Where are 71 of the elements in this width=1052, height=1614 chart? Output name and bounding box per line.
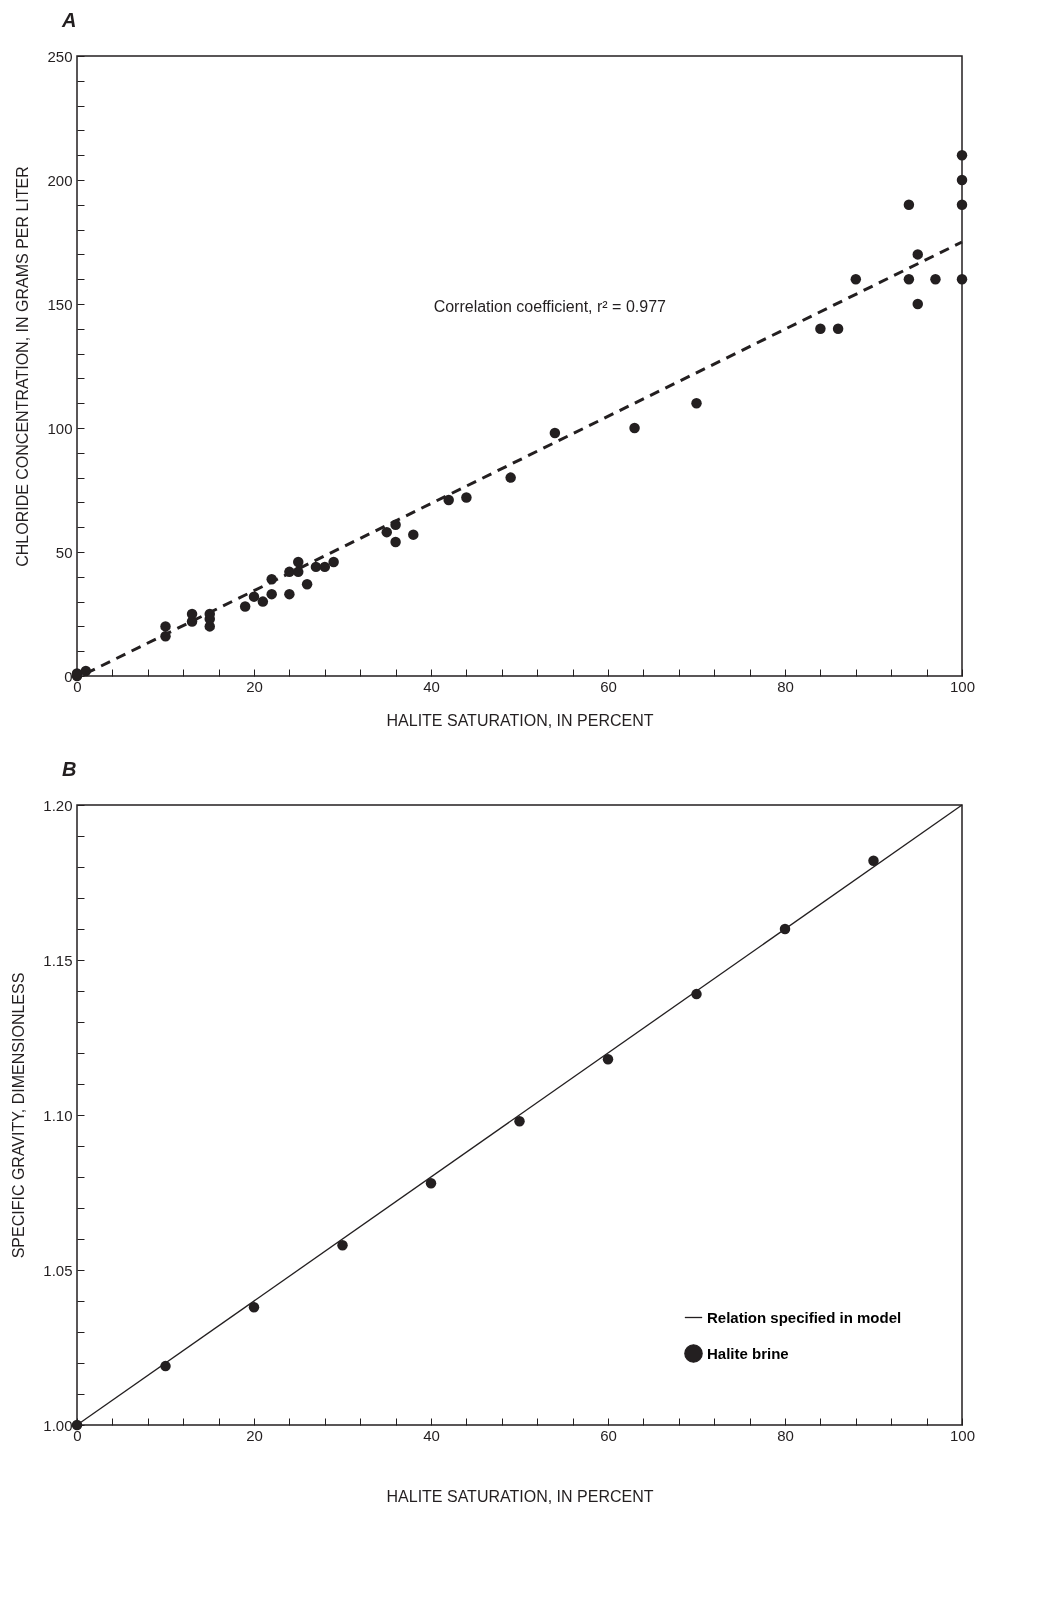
- chart-title: A: [61, 9, 77, 31]
- point: [903, 273, 915, 285]
- point: [319, 561, 331, 573]
- point: [293, 566, 304, 578]
- point: [832, 323, 844, 335]
- point: [930, 273, 941, 285]
- point: [514, 1115, 525, 1127]
- point: [381, 526, 392, 538]
- point: [425, 1177, 437, 1189]
- point: [160, 1360, 171, 1372]
- point: [912, 298, 923, 310]
- x-tick-label: 100: [949, 1426, 976, 1444]
- point: [408, 529, 419, 540]
- point: [691, 988, 702, 1000]
- point: [815, 323, 826, 335]
- point: [691, 397, 702, 409]
- x-tick-label: 40: [423, 1426, 440, 1444]
- point: [602, 1053, 614, 1065]
- point: [257, 596, 269, 607]
- x-tick-label: 20: [246, 1426, 263, 1444]
- point: [956, 174, 968, 186]
- x-tick-label: 60: [600, 677, 617, 695]
- legend-label: Relation specified in model: [707, 1308, 902, 1326]
- x-axis-title: HALITE SATURATION, IN PERCENT: [386, 1487, 654, 1505]
- point: [293, 556, 304, 568]
- y-tick-label: 1.00: [43, 1416, 73, 1434]
- y-tick-label: 1.05: [43, 1261, 73, 1279]
- point: [301, 579, 313, 590]
- point: [956, 199, 968, 211]
- point: [779, 923, 791, 935]
- point: [328, 556, 339, 568]
- y-axis-title: CHLORIDE CONCENTRATION, IN GRAMS PER LITER: [14, 166, 32, 567]
- point: [461, 492, 472, 503]
- x-tick-label: 20: [246, 677, 263, 695]
- point: [868, 855, 879, 867]
- point: [443, 494, 454, 506]
- y-tick-label: 1.20: [43, 796, 73, 814]
- y-tick-label: 50: [55, 543, 73, 561]
- x-tick-label: 80: [777, 677, 794, 695]
- chart-title: B: [62, 758, 77, 780]
- y-tick-label: 100: [47, 419, 73, 437]
- point: [337, 1239, 348, 1251]
- y-tick-label: 200: [47, 171, 73, 189]
- y-tick-label: 1.15: [43, 951, 73, 969]
- point: [956, 273, 968, 285]
- annotation: Correlation coefficient, r² = 0.977: [433, 298, 667, 316]
- y-tick-label: 250: [47, 47, 73, 65]
- x-tick-label: 80: [777, 1426, 794, 1444]
- point: [505, 472, 516, 483]
- point: [912, 249, 923, 260]
- point: [903, 199, 915, 211]
- point: [850, 273, 862, 285]
- point: [248, 591, 260, 602]
- point: [160, 621, 171, 632]
- x-tick-label: 40: [423, 677, 440, 695]
- point: [956, 149, 968, 161]
- x-tick-label: 100: [949, 677, 976, 695]
- point: [549, 427, 561, 439]
- point: [390, 536, 401, 548]
- point: [284, 588, 295, 600]
- x-axis-title: HALITE SATURATION, IN PERCENT: [386, 711, 654, 729]
- y-tick-label: 1.10: [43, 1106, 73, 1124]
- x-tick-label: 60: [600, 1426, 617, 1444]
- y-axis-title: SPECIFIC GRAVITY, DIMENSIONLESS: [10, 972, 28, 1259]
- point: [239, 601, 251, 612]
- y-tick-label: 150: [47, 295, 73, 313]
- point: [248, 1301, 260, 1313]
- point: [629, 422, 640, 434]
- legend-label: Halite brine: [707, 1344, 789, 1362]
- point: [310, 561, 322, 573]
- point: [266, 588, 277, 600]
